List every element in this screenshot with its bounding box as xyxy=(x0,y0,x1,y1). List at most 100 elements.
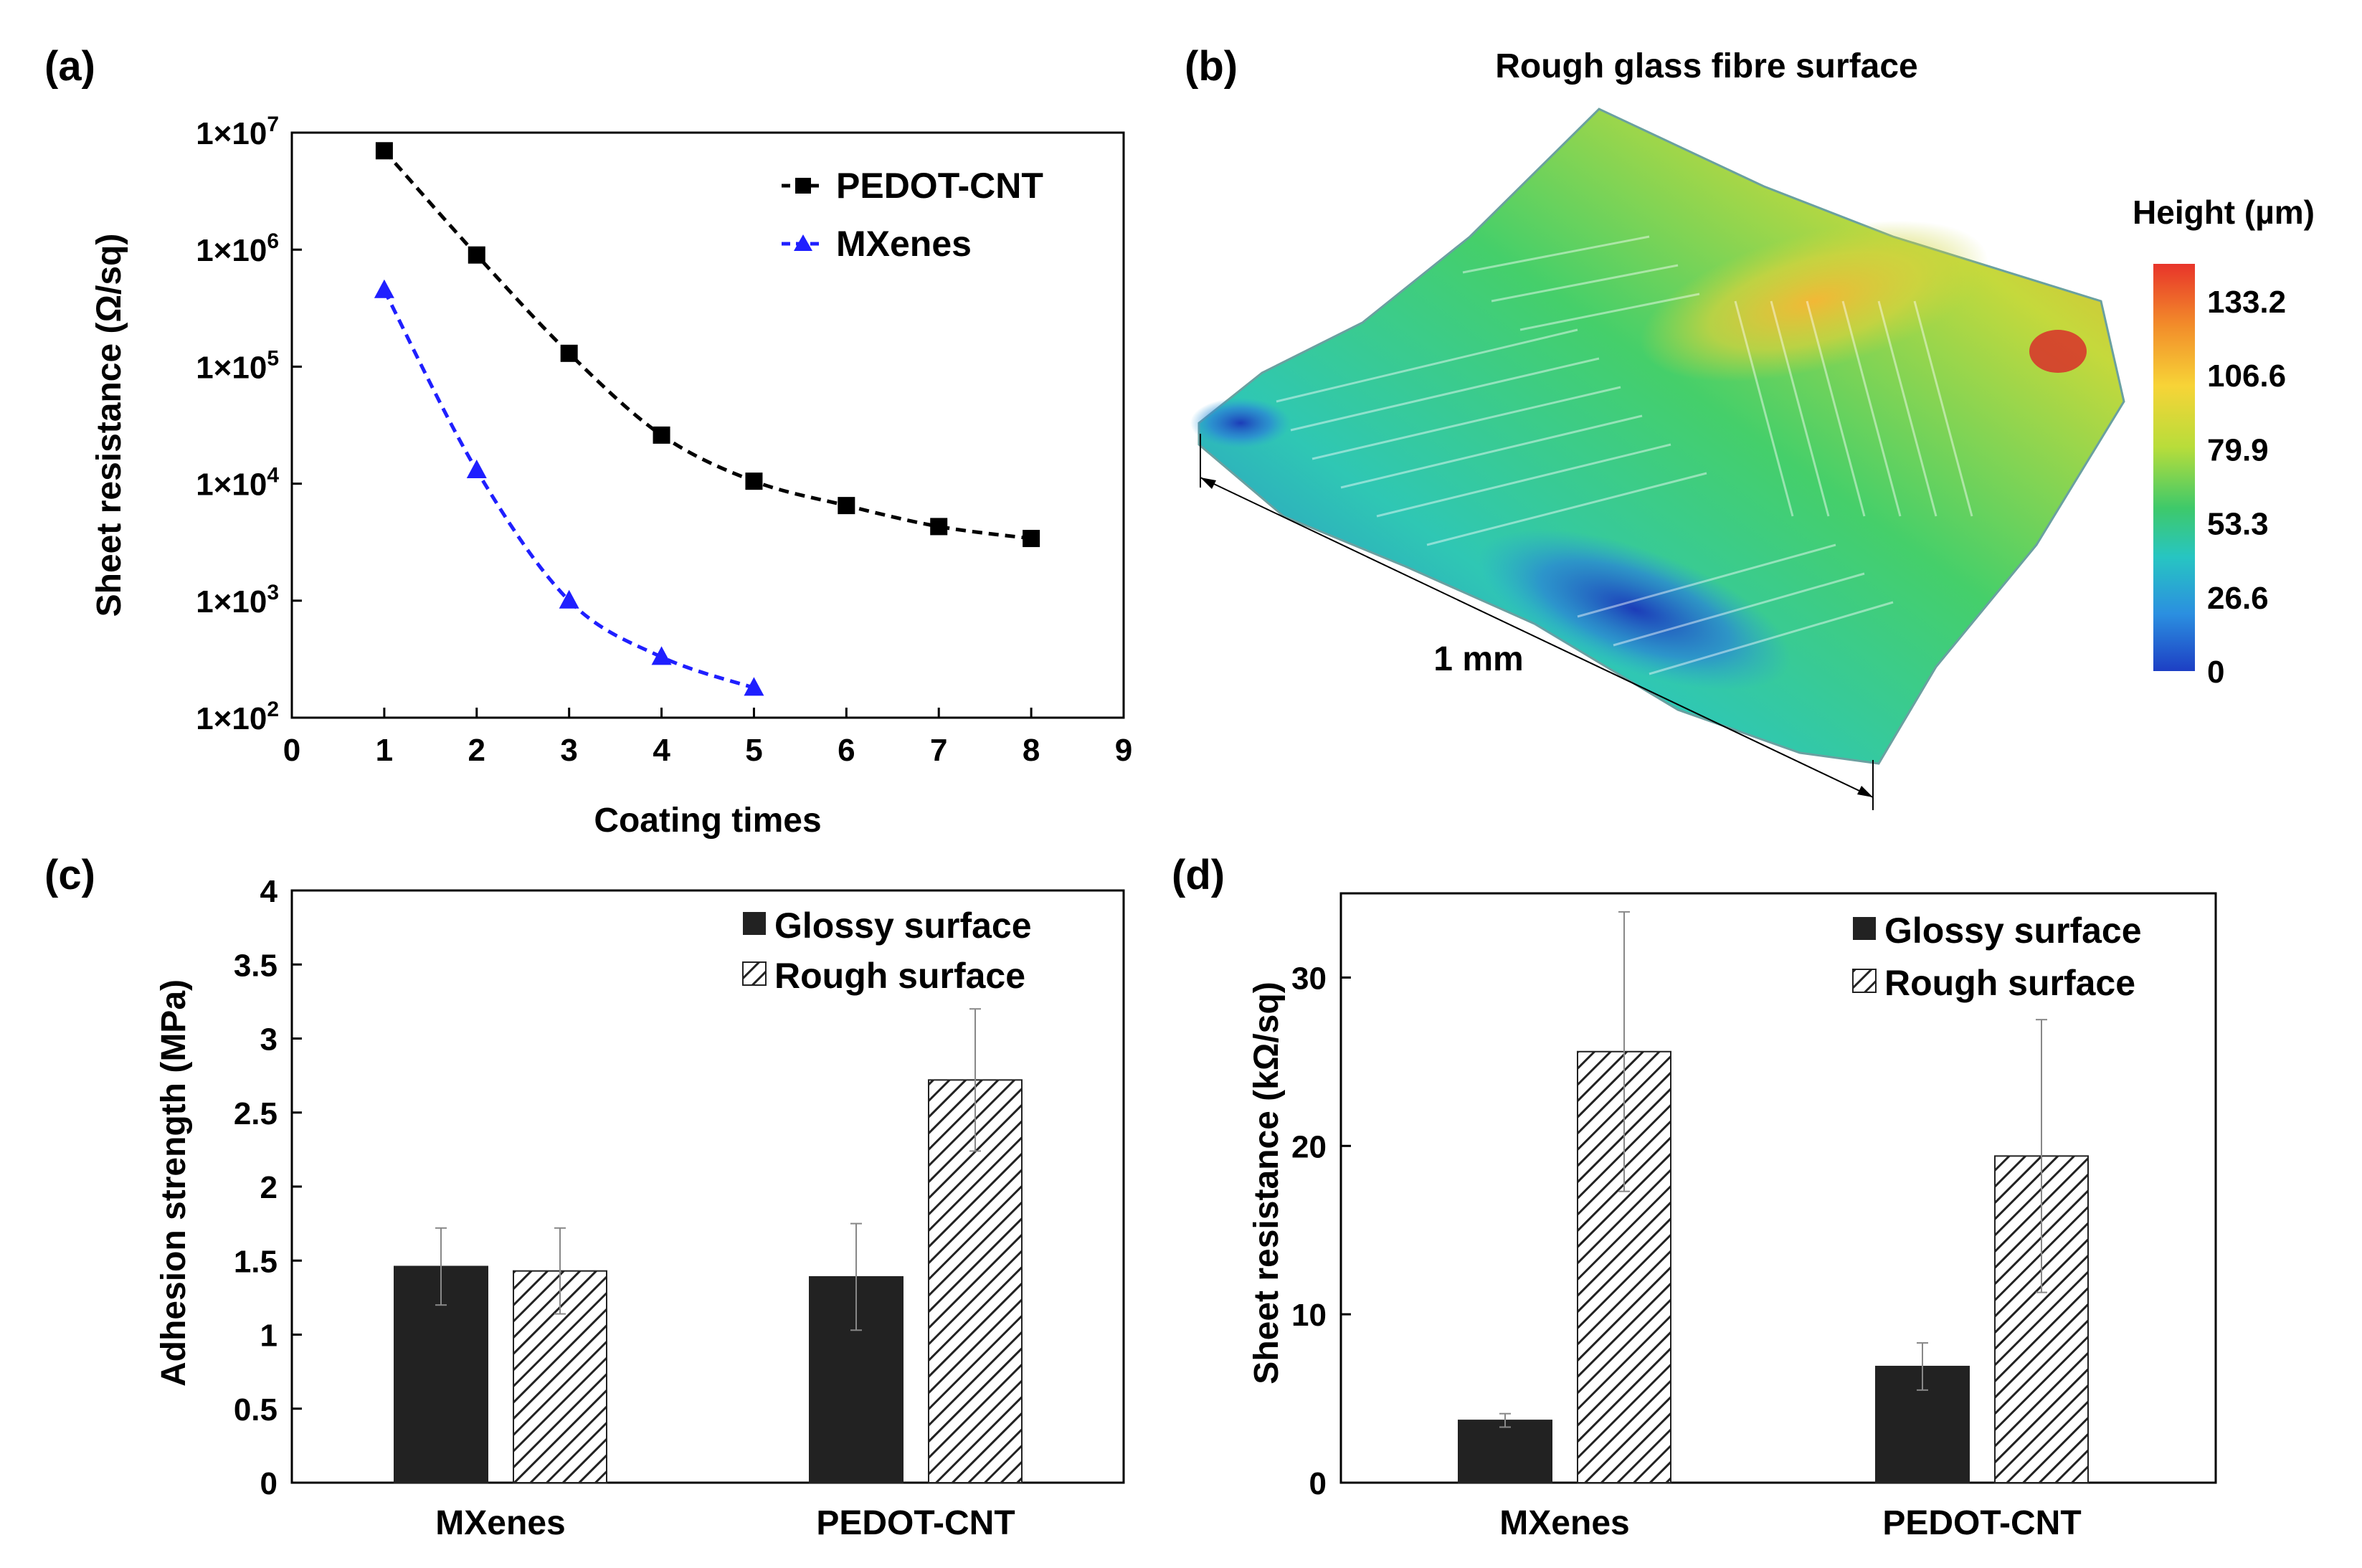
legend-d-glossy-label: Glossy surface xyxy=(1884,911,2142,951)
data-point-pedot xyxy=(560,344,578,362)
legend-c-glossy-swatch xyxy=(743,912,766,935)
x-tick-label: 7 xyxy=(930,733,947,768)
y-tick-label: 4 xyxy=(260,874,278,909)
data-point-mxenes xyxy=(374,279,394,298)
colorbar-tick-label: 79.9 xyxy=(2207,432,2269,467)
y-tick-label: 1×106 xyxy=(196,229,279,268)
y-axis-d: 0 10 20 30 xyxy=(1291,961,1351,1501)
y-tick-label: 1×104 xyxy=(196,464,279,503)
x-tick-label: 4 xyxy=(653,733,670,768)
scale-bar xyxy=(1200,477,1874,798)
y-tick-label: 1×107 xyxy=(196,113,279,151)
data-point-mxenes xyxy=(466,460,487,479)
y-tick-label: 1×102 xyxy=(196,698,279,736)
data-point-pedot xyxy=(838,497,855,515)
colorbar-tick-label: 53.3 xyxy=(2207,507,2269,542)
legend-c-rough-swatch xyxy=(742,961,767,986)
data-point-mxenes xyxy=(651,646,672,665)
data-point-pedot xyxy=(375,142,393,160)
panel-c-label: (c) xyxy=(44,852,95,898)
data-point-pedot xyxy=(745,472,763,490)
plot-a-frame xyxy=(290,131,1125,719)
legend-c-glossy-label: Glossy surface xyxy=(774,906,1032,946)
legend-d-rough-label: Rough surface xyxy=(1884,963,2135,1003)
x-tick-label: 5 xyxy=(745,733,762,768)
y-tick-label: 3.5 xyxy=(234,948,278,983)
y-axis-title-a: Sheet resistance (Ω/sq) xyxy=(90,234,128,617)
y-axis-a: 1×102 1×103 1×104 1×105 1×106 1×107 xyxy=(196,113,302,736)
panel-b: (b) Rough glass fibre surface 1 mm xyxy=(1185,43,2315,810)
surface-plot: 1 mm xyxy=(1190,108,2125,810)
x-tick-label: 3 xyxy=(560,733,577,768)
legend-c-rough-label: Rough surface xyxy=(774,956,1025,996)
legend-mxenes-label: MXenes xyxy=(836,224,972,264)
y-axis-title-c: Adhesion strength (MPa) xyxy=(155,979,193,1387)
scale-arrow-right xyxy=(1857,786,1873,797)
legend-a: PEDOT-CNT MXenes xyxy=(782,166,1043,264)
scale-label: 1 mm xyxy=(1433,640,1523,678)
surface-fibre-lines xyxy=(1276,235,1973,675)
legend-pedot-marker xyxy=(795,178,811,194)
series-line-mxenes xyxy=(382,289,755,690)
y-axis-c: 0 0.5 1 1.5 2 2.5 3 3.5 4 xyxy=(234,874,302,1501)
x-tick-label: 0 xyxy=(283,733,300,768)
panel-d: (d) 0 10 20 30 MXenes PEDOT-CNT Sheet resist… xyxy=(1172,852,2217,1542)
legend-c: Glossy surface Rough surface xyxy=(742,906,1032,996)
panel-c: (c) 0 0.5 1 1.5 2 2.5 3 3.5 4 MXenes PEDOT-CNT Ad… xyxy=(44,852,1125,1542)
scale-arrow-left xyxy=(1200,477,1216,489)
y-tick-label: 0 xyxy=(260,1466,278,1501)
x-category-label: MXenes xyxy=(1499,1504,1629,1542)
x-tick-label: 6 xyxy=(838,733,855,768)
colorbar-tick-label: 26.6 xyxy=(2207,581,2269,616)
colorbar-gradient xyxy=(2153,264,2195,671)
y-tick-label: 3 xyxy=(260,1022,278,1058)
legend-d-rough-swatch xyxy=(1852,969,1877,993)
legend-d: Glossy surface Rough surface xyxy=(1852,911,2142,1003)
y-tick-label: 1×103 xyxy=(196,581,279,619)
series-line-pedot xyxy=(383,149,1032,541)
panel-a-label: (a) xyxy=(44,43,95,90)
bars-d xyxy=(1458,911,2089,1484)
x-category-label: PEDOT-CNT xyxy=(816,1504,1015,1542)
x-axis-a: 0 1 2 3 4 5 6 7 8 9 xyxy=(283,708,1132,768)
colorbar: Height (µm) 133.2 106.6 79.9 53.3 26.6 0 xyxy=(2133,194,2315,690)
legend-d-glossy-swatch xyxy=(1853,917,1876,940)
data-point-pedot xyxy=(930,518,948,536)
colorbar-tick-label: 0 xyxy=(2207,655,2224,690)
y-tick-label: 2.5 xyxy=(234,1096,278,1131)
surface-peak xyxy=(2029,330,2087,373)
colorbar-tick-label: 106.6 xyxy=(2207,358,2286,394)
colorbar-tick-label: 133.2 xyxy=(2207,285,2286,320)
legend-mxenes-marker xyxy=(794,234,812,251)
data-point-pedot xyxy=(1023,530,1040,548)
y-tick-label: 1 xyxy=(260,1318,278,1354)
y-tick-label: 1.5 xyxy=(234,1244,278,1279)
x-tick-label: 8 xyxy=(1023,733,1040,768)
surface-high-region xyxy=(1640,220,1988,382)
legend-pedot-label: PEDOT-CNT xyxy=(836,166,1043,206)
data-point-pedot xyxy=(653,426,670,444)
surface-title: Rough glass fibre surface xyxy=(1495,47,1917,85)
colorbar-ticks: 133.2 106.6 79.9 53.3 26.6 0 xyxy=(2207,285,2286,690)
bars-c xyxy=(394,1008,1023,1483)
bar-glossy-mxenes xyxy=(1458,1420,1552,1484)
data-point-mxenes xyxy=(744,677,764,696)
y-tick-label: 1×105 xyxy=(196,346,279,385)
plot-d-frame xyxy=(1339,892,2217,1484)
y-tick-label: 10 xyxy=(1291,1298,1327,1333)
y-tick-label: 20 xyxy=(1291,1129,1327,1164)
series-a xyxy=(374,142,1040,696)
y-tick-label: 2 xyxy=(260,1170,278,1205)
x-tick-label: 1 xyxy=(376,733,393,768)
colorbar-title: Height (µm) xyxy=(2133,194,2315,231)
x-axis-d: MXenes PEDOT-CNT xyxy=(1499,1504,2081,1542)
panel-b-label: (b) xyxy=(1185,43,1238,90)
surface-low-region xyxy=(1478,528,1792,690)
y-tick-label: 0 xyxy=(1309,1466,1327,1501)
y-tick-label: 30 xyxy=(1291,961,1327,996)
x-axis-title-a: Coating times xyxy=(594,802,821,840)
x-category-label: MXenes xyxy=(435,1504,565,1542)
data-point-pedot xyxy=(468,246,485,264)
panel-a: (a) 0 1 2 3 4 5 6 7 8 9 1×102 1×103 1×104 1×105 1×106… xyxy=(44,43,1132,840)
